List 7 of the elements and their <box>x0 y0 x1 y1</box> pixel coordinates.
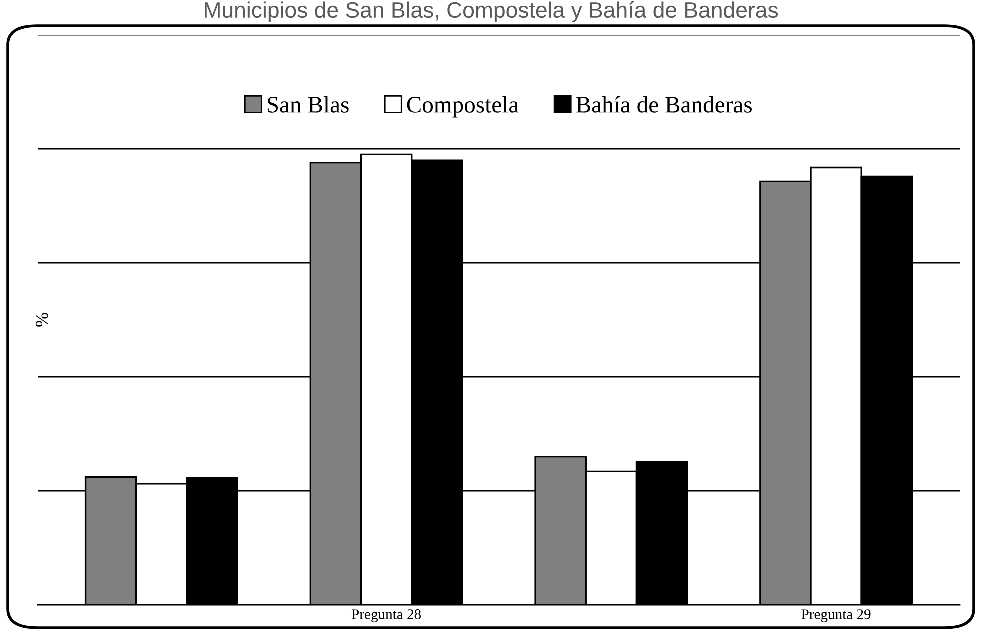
chart-title: Municipios de San Blas, Compostela y Bahía de Banderas <box>205 2 778 22</box>
x-tick-label: Pregunta 28 <box>352 610 422 622</box>
legend-label: Compostela <box>407 96 519 118</box>
legend-label: Bahía de Banderas <box>576 96 752 113</box>
legend-label: San Blas <box>268 96 349 113</box>
y-axis-title: % <box>36 313 48 327</box>
x-tick-label: Pregunta 29 <box>802 610 871 622</box>
